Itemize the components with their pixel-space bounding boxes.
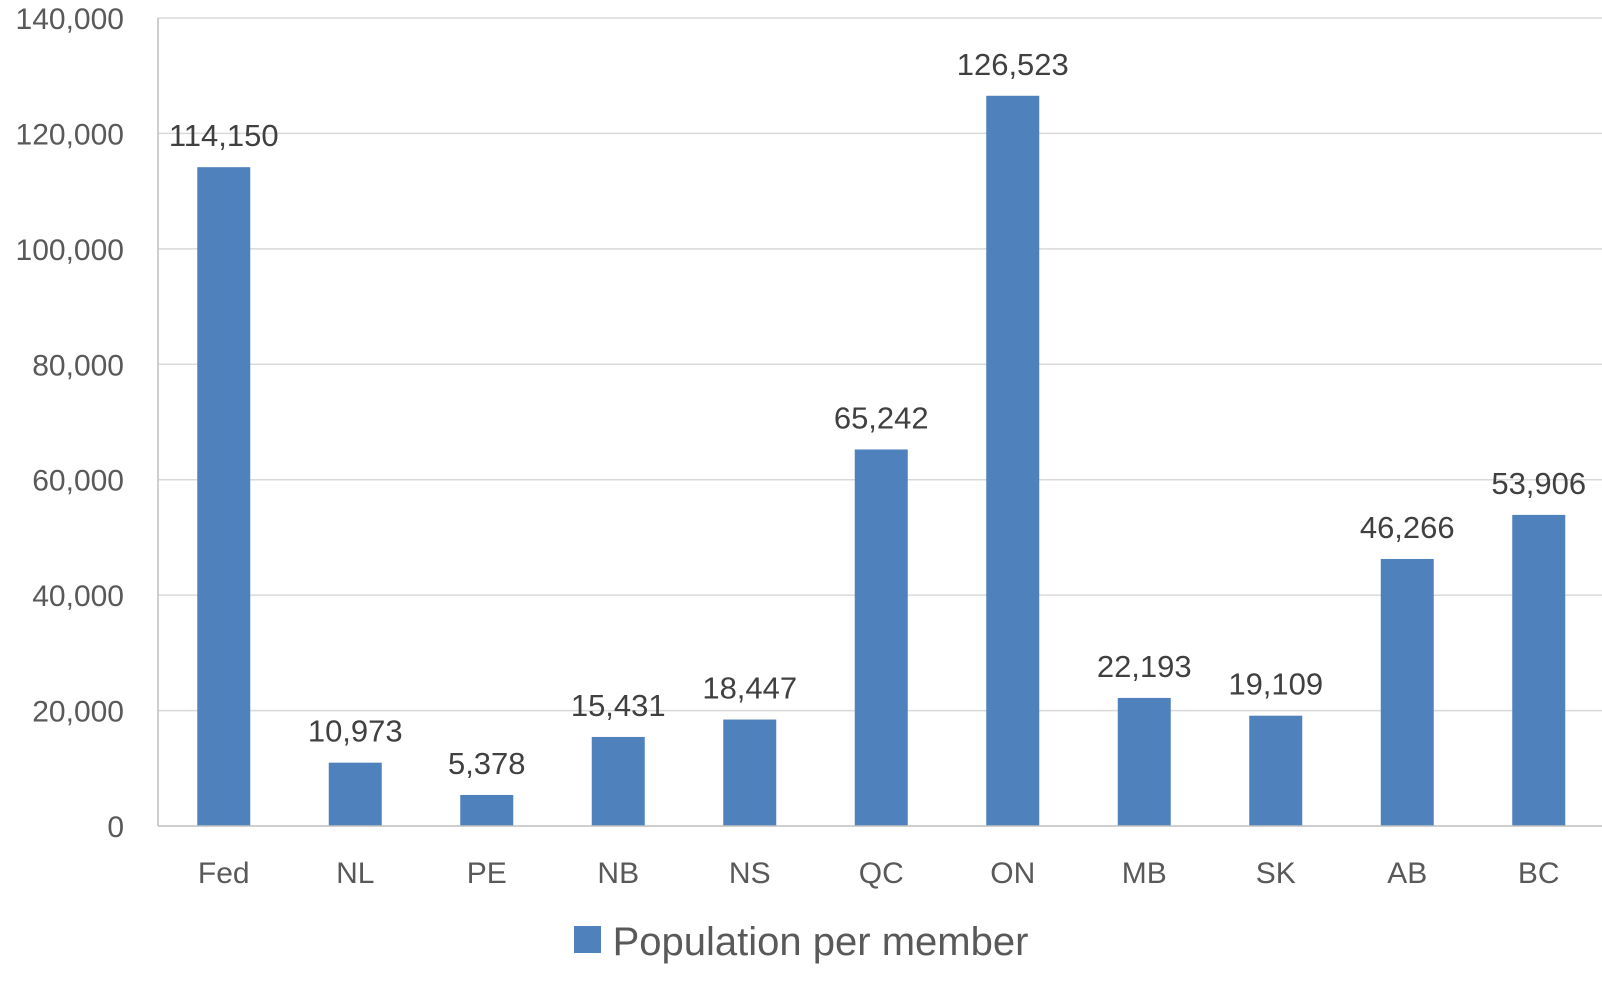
- x-category-label: AB: [1387, 857, 1427, 890]
- legend-series-name: Population per member: [612, 919, 1029, 964]
- x-category-label: SK: [1256, 857, 1296, 890]
- axes: [157, 18, 1602, 827]
- data-label: 18,447: [702, 671, 797, 706]
- bar-nl: [328, 762, 382, 826]
- data-label: 114,150: [169, 118, 279, 153]
- bar-chart: 0 20,000 40,000 60,000 80,000 100,000 120,000 1…: [16, 3, 1602, 890]
- y-axis-ticks: 0 20,000 40,000 60,000 80,000 100,000 120,000 1…: [16, 3, 124, 844]
- bar-ns: [723, 719, 777, 826]
- bar-mb: [1117, 697, 1171, 826]
- bar-sk: [1249, 715, 1303, 826]
- x-category-label: NB: [597, 857, 639, 890]
- data-label: 126,523: [957, 47, 1069, 82]
- x-category-label: MB: [1122, 857, 1167, 890]
- data-label: 15,431: [571, 688, 666, 723]
- x-category-label: ON: [990, 857, 1035, 890]
- x-category-label: NS: [729, 857, 771, 890]
- legend-swatch: [573, 925, 601, 953]
- y-tick-label: 60,000: [32, 465, 124, 498]
- y-tick-label: 140,000: [16, 3, 124, 36]
- bars: [197, 95, 1566, 827]
- y-tick-label: 100,000: [16, 234, 124, 267]
- bar-pe: [460, 794, 514, 826]
- bar-ab: [1380, 558, 1434, 826]
- bar-bc: [1512, 514, 1566, 826]
- y-tick-label: 120,000: [16, 118, 124, 151]
- legend: Population per member: [0, 918, 1602, 965]
- data-label: 5,378: [448, 746, 526, 781]
- x-category-label: QC: [859, 857, 904, 890]
- bar-qc: [854, 449, 908, 826]
- data-label: 65,242: [834, 400, 929, 435]
- y-tick-label: 20,000: [32, 696, 124, 729]
- y-tick-label: 0: [107, 811, 124, 844]
- x-category-label: PE: [467, 857, 507, 890]
- bar-fed: [197, 167, 251, 827]
- bar-nb: [591, 736, 645, 826]
- x-category-label: BC: [1518, 857, 1560, 890]
- data-label: 19,109: [1228, 667, 1323, 702]
- y-tick-label: 80,000: [32, 349, 124, 382]
- x-category-label: Fed: [198, 857, 250, 890]
- data-labels: 114,150 10,973 5,378 15,431 18,447 65,242 126,…: [169, 47, 1586, 781]
- data-label: 46,266: [1360, 510, 1455, 545]
- y-tick-label: 40,000: [32, 580, 124, 613]
- bar-on: [986, 95, 1040, 826]
- x-axis-categories: Fed NL PE NB NS QC ON MB SK AB BC: [198, 857, 1560, 890]
- data-label: 22,193: [1097, 649, 1192, 684]
- data-label: 10,973: [308, 714, 403, 749]
- x-category-label: NL: [336, 857, 374, 890]
- data-label: 53,906: [1491, 466, 1586, 501]
